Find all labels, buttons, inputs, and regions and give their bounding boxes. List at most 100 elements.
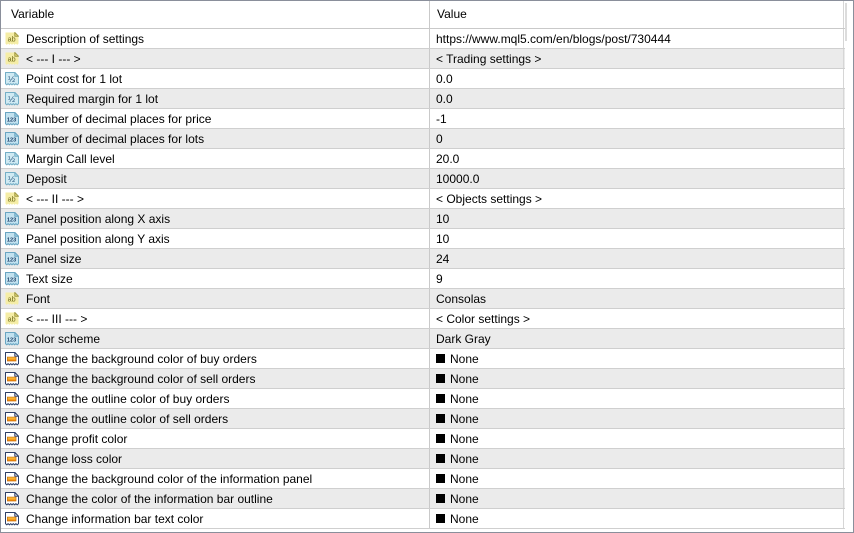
value-cell[interactable]: 0.0	[430, 69, 844, 88]
color-swatch	[436, 474, 445, 483]
variable-name: Panel size	[26, 251, 82, 266]
value-cell[interactable]: None	[430, 369, 844, 388]
column-header-variable: Variable	[1, 1, 430, 28]
value-cell[interactable]: 10	[430, 209, 844, 228]
table-row[interactable]: 123 Panel position along Y axis 10	[1, 229, 845, 249]
color-swatch	[436, 454, 445, 463]
variable-value: None	[450, 451, 479, 466]
variable-cell: Change information bar text color	[1, 509, 430, 528]
table-row[interactable]: Change the outline color of sell orders …	[1, 409, 845, 429]
table-row[interactable]: Change information bar text color None	[1, 509, 845, 529]
table-row[interactable]: ½ Margin Call level 20.0	[1, 149, 845, 169]
variable-cell: ab < --- I --- >	[1, 49, 430, 68]
variable-name: Margin Call level	[26, 151, 115, 166]
variable-cell: ½ Deposit	[1, 169, 430, 188]
table-row[interactable]: 123 Color scheme Dark Gray	[1, 329, 845, 349]
table-row[interactable]: 123 Panel position along X axis 10	[1, 209, 845, 229]
value-cell[interactable]: 0	[430, 129, 844, 148]
value-cell[interactable]: < Color settings >	[430, 309, 844, 328]
table-row[interactable]: Change the color of the information bar …	[1, 489, 845, 509]
value-cell[interactable]: 0.0	[430, 89, 844, 108]
table-row[interactable]: 123 Panel size 24	[1, 249, 845, 269]
color-swatch	[436, 394, 445, 403]
value-cell[interactable]: < Objects settings >	[430, 189, 844, 208]
table-row[interactable]: ab Description of settings https://www.m…	[1, 29, 845, 49]
variable-value: 10	[436, 231, 450, 246]
value-cell[interactable]: None	[430, 509, 844, 528]
value-cell[interactable]: 9	[430, 269, 844, 288]
table-row[interactable]: ½ Deposit 10000.0	[1, 169, 845, 189]
variable-cell: 123 Color scheme	[1, 329, 430, 348]
table-row[interactable]: Change the outline color of buy orders N…	[1, 389, 845, 409]
table-row[interactable]: Change the background color of buy order…	[1, 349, 845, 369]
double-type-icon: ½	[4, 91, 20, 107]
variable-cell: ½ Point cost for 1 lot	[1, 69, 430, 88]
value-cell[interactable]: -1	[430, 109, 844, 128]
table-row[interactable]: Change the background color of the infor…	[1, 469, 845, 489]
table-row[interactable]: ab < --- III --- > < Color settings >	[1, 309, 845, 329]
svg-text:½: ½	[8, 174, 15, 184]
color-type-icon	[4, 471, 20, 487]
value-cell[interactable]: 20.0	[430, 149, 844, 168]
table-row[interactable]: ab < --- I --- > < Trading settings >	[1, 49, 845, 69]
value-cell[interactable]: 10000.0	[430, 169, 844, 188]
svg-text:123: 123	[7, 237, 16, 243]
table-row[interactable]: Change loss color None	[1, 449, 845, 469]
table-row[interactable]: ab < --- II --- > < Objects settings >	[1, 189, 845, 209]
value-cell[interactable]: None	[430, 429, 844, 448]
variable-cell: Change the background color of sell orde…	[1, 369, 430, 388]
variable-value: None	[450, 371, 479, 386]
variable-cell: 123 Panel size	[1, 249, 430, 268]
variable-value: None	[450, 491, 479, 506]
table-row[interactable]: ab Font Consolas	[1, 289, 845, 309]
value-cell[interactable]: < Trading settings >	[430, 49, 844, 68]
svg-text:123: 123	[7, 257, 16, 263]
variable-name: Change loss color	[26, 451, 123, 466]
value-cell[interactable]: None	[430, 469, 844, 488]
table-row[interactable]: Change profit color None	[1, 429, 845, 449]
variable-value: < Trading settings >	[436, 51, 542, 66]
value-cell[interactable]: 10	[430, 229, 844, 248]
variable-cell: ab Font	[1, 289, 430, 308]
value-cell[interactable]: Consolas	[430, 289, 844, 308]
color-swatch	[436, 414, 445, 423]
variable-cell: 123 Number of decimal places for price	[1, 109, 430, 128]
integer-type-icon: 123	[4, 251, 20, 267]
value-cell[interactable]: None	[430, 389, 844, 408]
value-cell[interactable]: https://www.mql5.com/en/blogs/post/73044…	[430, 29, 844, 48]
table-row[interactable]: 123 Number of decimal places for lots 0	[1, 129, 845, 149]
value-cell[interactable]: None	[430, 449, 844, 468]
color-swatch	[436, 374, 445, 383]
variable-value: None	[450, 431, 479, 446]
string-type-icon: ab	[4, 51, 20, 67]
table-row[interactable]: ½ Required margin for 1 lot 0.0	[1, 89, 845, 109]
svg-text:ab: ab	[8, 314, 16, 323]
color-type-icon	[4, 511, 20, 527]
table-row[interactable]: 123 Number of decimal places for price -…	[1, 109, 845, 129]
color-type-icon	[4, 431, 20, 447]
color-type-icon	[4, 391, 20, 407]
variable-name: Change the background color of the infor…	[26, 471, 313, 486]
value-cell[interactable]: None	[430, 409, 844, 428]
svg-text:ab: ab	[8, 294, 16, 303]
value-cell[interactable]: None	[430, 489, 844, 508]
string-type-icon: ab	[4, 191, 20, 207]
double-type-icon: ½	[4, 151, 20, 167]
column-header-value: Value	[430, 1, 844, 28]
value-cell[interactable]: None	[430, 349, 844, 368]
double-type-icon: ½	[4, 71, 20, 87]
table-row[interactable]: ½ Point cost for 1 lot 0.0	[1, 69, 845, 89]
string-type-icon: ab	[4, 291, 20, 307]
value-cell[interactable]: 24	[430, 249, 844, 268]
value-cell[interactable]: Dark Gray	[430, 329, 844, 348]
variable-value: None	[450, 411, 479, 426]
variable-cell: 123 Text size	[1, 269, 430, 288]
variable-value: 10	[436, 211, 450, 226]
color-type-icon	[4, 411, 20, 427]
table-row[interactable]: 123 Text size 9	[1, 269, 845, 289]
table-row[interactable]: Change the background color of sell orde…	[1, 369, 845, 389]
variable-cell: 123 Number of decimal places for lots	[1, 129, 430, 148]
variable-name: Point cost for 1 lot	[26, 71, 123, 86]
variable-name: Panel position along Y axis	[26, 231, 170, 246]
